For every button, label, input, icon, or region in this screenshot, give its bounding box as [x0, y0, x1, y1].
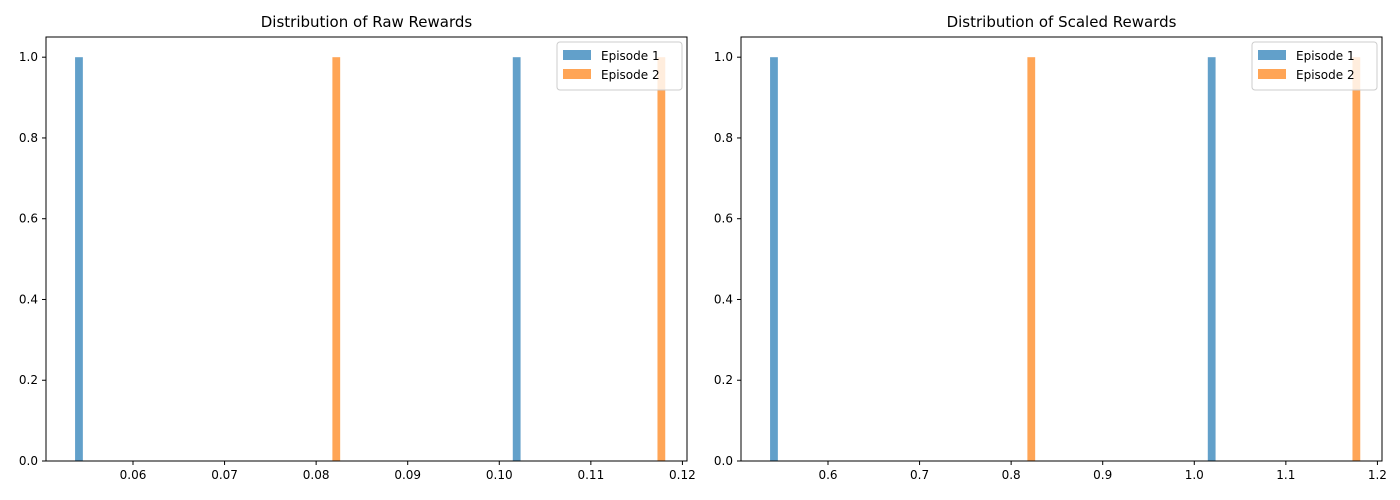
bar-episode-2-2: [1352, 57, 1361, 461]
x-tick-label: 1.0: [1185, 468, 1204, 482]
bar-episode-2-1: [332, 57, 341, 461]
bar-episode-1-2: [1207, 57, 1216, 461]
y-tick-label: 0.2: [19, 373, 38, 387]
legend-label-episode-1: Episode 1: [1296, 49, 1355, 63]
axes-frame: [45, 36, 688, 462]
y-tick-label: 0.6: [714, 212, 733, 226]
legend-swatch-episode-2: [563, 69, 591, 79]
y-tick-label: 0.0: [714, 454, 733, 468]
legend: Episode 1 Episode 2: [556, 41, 683, 91]
legend-swatch-episode-1: [1258, 50, 1286, 60]
legend-swatch-episode-1: [563, 50, 591, 60]
x-tick-label: 0.06: [120, 468, 147, 482]
bar-episode-2-1: [1027, 57, 1036, 461]
x-tick-label: 0.09: [394, 468, 421, 482]
bar-episode-1-1: [770, 57, 778, 461]
x-tick-label: 0.9: [1093, 468, 1112, 482]
x-tick-label: 0.7: [910, 468, 929, 482]
bar-episode-1-1: [75, 57, 83, 461]
x-tick-label: 0.6: [818, 468, 837, 482]
x-tick-label: 0.8: [1002, 468, 1021, 482]
x-tick-label: 0.11: [577, 468, 604, 482]
legend: Episode 1 Episode 2: [1251, 41, 1378, 91]
chart-title: Distribution of Scaled Rewards: [947, 13, 1177, 31]
y-tick-label: 0.2: [714, 373, 733, 387]
legend-label-episode-1: Episode 1: [601, 49, 660, 63]
y-tick-label: 1.0: [714, 50, 733, 64]
x-tick-label: 0.10: [486, 468, 513, 482]
y-tick-label: 0.8: [19, 131, 38, 145]
bar-episode-2-2: [657, 57, 666, 461]
x-tick-label: 1.1: [1276, 468, 1295, 482]
x-tick-label: 1.2: [1368, 468, 1387, 482]
chart-panel-2: 0.6 0.7 0.8 0.9 1.0 1.1 1.2 0.0 0.2 0.4 0.6 0.8 1.0 D…: [714, 13, 1387, 482]
y-tick-label: 0.0: [19, 454, 38, 468]
y-tick-label: 0.4: [19, 292, 38, 306]
x-tick-label: 0.07: [211, 468, 238, 482]
bar-episode-1-2: [512, 57, 521, 461]
y-tick-label: 1.0: [19, 50, 38, 64]
x-tick-label: 0.12: [669, 468, 696, 482]
legend-label-episode-2: Episode 2: [1296, 68, 1355, 82]
chart-panel-1: 0.06 0.07 0.08 0.09 0.10 0.11 0.12 0.0 0.2 0.4 0.6…: [19, 13, 696, 482]
y-tick-label: 0.4: [714, 292, 733, 306]
axes-frame: [740, 36, 1383, 462]
legend-label-episode-2: Episode 2: [601, 68, 660, 82]
x-tick-label: 0.08: [303, 468, 330, 482]
chart-title: Distribution of Raw Rewards: [261, 13, 473, 31]
y-tick-label: 0.6: [19, 212, 38, 226]
legend-swatch-episode-2: [1258, 69, 1286, 79]
y-tick-label: 0.8: [714, 131, 733, 145]
